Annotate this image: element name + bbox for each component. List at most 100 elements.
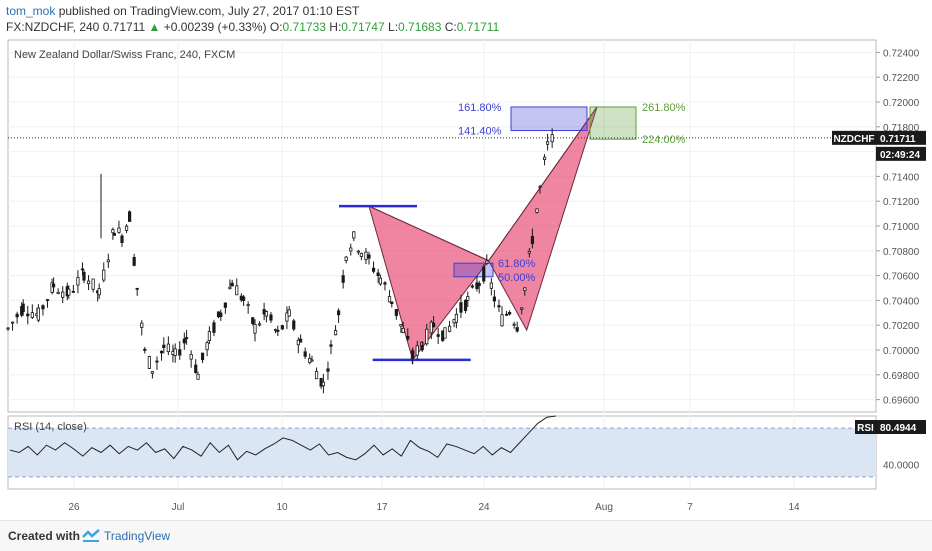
price-chart[interactable]: 0.724000.722000.720000.718000.716000.714… [0, 36, 932, 520]
candle-body [196, 373, 200, 380]
pattern-xb-line [368, 205, 489, 262]
fib-level-label: 161.80% [458, 102, 502, 114]
candle-body [200, 352, 205, 361]
tradingview-brand-link[interactable]: TradingView [104, 529, 171, 543]
close-value: 0.71711 [456, 20, 500, 34]
y-tick-label: 0.72400 [883, 48, 920, 59]
candle-body [287, 309, 291, 317]
candle-body [159, 350, 164, 354]
candle-body [71, 290, 75, 293]
y-tick-label: 0.72200 [883, 73, 920, 84]
candle-body [470, 285, 474, 288]
chart-header: tom_mok published on TradingView.com, Ju… [0, 0, 932, 36]
candle-body [246, 304, 250, 307]
x-tick-label: 10 [276, 502, 288, 513]
candle-body [436, 334, 440, 337]
y-tick-label: 0.69800 [883, 371, 920, 382]
candle-body [512, 323, 516, 326]
candle-body [30, 312, 34, 318]
candle-body [143, 348, 147, 351]
candle-body [538, 186, 542, 188]
close-label: C: [444, 20, 457, 34]
candle-body [344, 256, 348, 261]
candle-body [463, 299, 468, 311]
rsi-tag-bg [855, 420, 876, 434]
candle-body [542, 156, 547, 160]
candle-body [399, 324, 403, 327]
candle-body [454, 313, 459, 323]
fib-retracement-box [453, 262, 494, 278]
publish-line: tom_mok published on TradingView.com, Ju… [6, 4, 359, 18]
rsi-tag: RSI [857, 423, 874, 434]
rsi-label: RSI (14, close) [14, 421, 87, 433]
candle-body [443, 327, 447, 339]
candle-body [80, 268, 85, 271]
candle-body [285, 312, 289, 322]
last-price-tag: 0.71711 [880, 134, 916, 145]
y-tick-label: 0.71200 [883, 197, 920, 208]
candle-body [378, 277, 383, 285]
candle-body [76, 277, 80, 286]
candle-body [364, 251, 368, 260]
candle-body [447, 325, 452, 332]
countdown-tag: 02:49:24 [880, 150, 920, 161]
candle-body [321, 381, 326, 387]
low-label: L: [388, 20, 399, 34]
candle-body [178, 349, 182, 356]
x-tick-label: 17 [376, 502, 388, 513]
countdown-tag-bg [876, 146, 926, 161]
y-tick-label: 0.69600 [883, 396, 920, 407]
last-price-text: 0.71711 [102, 20, 146, 34]
candle-body [500, 314, 504, 327]
candle-body [546, 141, 550, 145]
candle-body [492, 296, 497, 302]
y-tick-label: 0.70000 [883, 346, 920, 357]
candle-body [112, 233, 116, 236]
footer-bar: Created with TradingView [0, 520, 932, 551]
y-tick-label: 0.71400 [883, 172, 920, 183]
candle-body [310, 359, 314, 362]
y-tick-label: 0.70400 [883, 296, 920, 307]
candle-body [67, 288, 71, 296]
fib-level-label: 50.00% [498, 272, 536, 284]
author-link[interactable]: tom_mok [6, 4, 56, 18]
candle-body [411, 350, 415, 358]
candle-body [82, 271, 86, 281]
change-arrow-icon: ▲ [148, 20, 161, 34]
candle-body [359, 252, 364, 257]
candle-body [276, 329, 280, 332]
candle-body [120, 235, 124, 243]
candle-body [459, 302, 463, 313]
candle-body [376, 272, 380, 277]
candle-body [21, 303, 25, 313]
last-price-tag-bg [876, 130, 926, 145]
candle-body [223, 302, 227, 308]
tradingview-logo-icon[interactable] [82, 528, 100, 542]
x-tick-label: 7 [687, 502, 693, 513]
candle-body [326, 368, 330, 372]
candle-body [91, 278, 95, 290]
candle-body [333, 330, 338, 336]
pattern-bd-line [488, 106, 598, 262]
low-value: 0.71683 [398, 20, 442, 34]
candle-body [489, 282, 493, 289]
candle-body [205, 342, 209, 351]
candle-body [219, 312, 223, 317]
candle-body [303, 351, 307, 357]
candle-body [314, 371, 319, 380]
candle-body [111, 229, 115, 234]
candle-body [296, 339, 300, 346]
candle-body [241, 296, 246, 301]
candle-body [61, 291, 65, 298]
candle-body [280, 325, 284, 330]
candle-body [235, 285, 239, 296]
candle-body [523, 287, 527, 291]
fib-level-label: 261.80% [642, 102, 686, 114]
symbol-tag-bg [832, 130, 876, 145]
candle-body [52, 283, 56, 288]
candle-body [184, 337, 189, 339]
candle-body [194, 364, 198, 373]
candle-body [257, 323, 262, 326]
candle-body [182, 338, 186, 344]
candle-body [41, 305, 45, 310]
